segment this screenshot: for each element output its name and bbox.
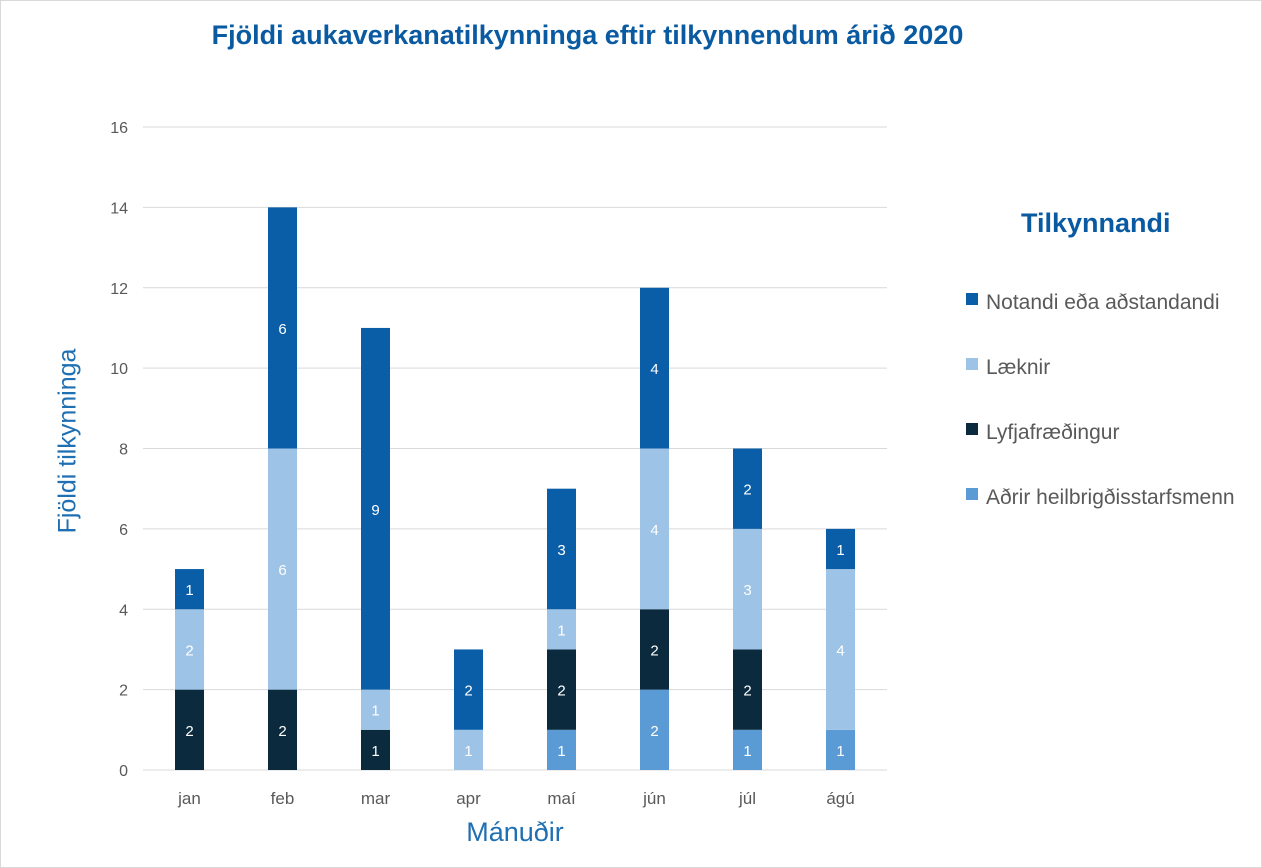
x-tick-label: mar (361, 789, 391, 808)
y-tick-label: 16 (110, 120, 128, 137)
bar-segment (361, 327, 390, 690)
data-label: 2 (278, 723, 286, 740)
y-tick-label: 12 (110, 281, 128, 298)
data-label: 1 (371, 703, 379, 720)
legend-label: Lyfjafræðingur (986, 421, 1120, 444)
data-label: 2 (743, 482, 751, 499)
y-tick-label: 8 (119, 442, 128, 459)
y-tick-label: 2 (119, 683, 128, 700)
bar-segment (454, 649, 483, 730)
data-label: 4 (836, 642, 844, 659)
data-label: 4 (650, 361, 658, 378)
data-label: 2 (743, 683, 751, 700)
bar-segment (175, 569, 204, 610)
data-label: 2 (185, 723, 193, 740)
data-label: 2 (464, 683, 472, 700)
data-label: 1 (836, 542, 844, 559)
data-label: 9 (371, 502, 379, 519)
data-label: 3 (743, 582, 751, 599)
bar-segment (547, 729, 576, 770)
y-tick-label: 14 (110, 200, 128, 217)
data-label: 1 (464, 743, 472, 760)
bar-segment (454, 729, 483, 770)
x-tick-label: feb (271, 789, 295, 808)
bar-segment (826, 729, 855, 770)
legend-label: Læknir (986, 356, 1051, 379)
bar-segment (547, 609, 576, 650)
data-label: 2 (557, 683, 565, 700)
x-tick-label: apr (456, 789, 481, 808)
legend-label: Notandi eða aðstandandi (986, 291, 1220, 314)
chart-title: Fjöldi aukaverkanatilkynninga eftir tilk… (211, 20, 964, 50)
legend-label: Aðrir heilbrigðisstarfsmenn (986, 486, 1235, 509)
legend-title: Tilkynnandi (1021, 208, 1171, 238)
bar-segment (640, 609, 669, 690)
legend-swatch (966, 293, 978, 305)
data-label: 6 (278, 321, 286, 338)
bar-segment (175, 689, 204, 770)
bar-segment (268, 448, 297, 690)
y-tick-label: 4 (119, 602, 128, 619)
bar-segment (640, 287, 669, 449)
bar-segment (733, 729, 762, 770)
x-axis-label: Mánuðir (466, 817, 564, 847)
data-label: 4 (650, 522, 658, 539)
bar-segment (733, 448, 762, 529)
bar-segment (268, 689, 297, 770)
legend-swatch (966, 488, 978, 500)
legend-swatch (966, 423, 978, 435)
y-tick-label: 10 (110, 361, 128, 378)
data-label: 1 (557, 743, 565, 760)
data-label: 3 (557, 542, 565, 559)
data-label: 2 (650, 642, 658, 659)
bar-segment (826, 569, 855, 730)
bar-segment (361, 689, 390, 730)
bar-segment (640, 689, 669, 770)
bar-segment (175, 609, 204, 690)
data-label: 1 (185, 582, 193, 599)
bar-segment (733, 649, 762, 730)
x-tick-label: jún (642, 789, 666, 808)
data-label: 1 (836, 743, 844, 760)
bar-segment (826, 528, 855, 570)
x-tick-label: ágú (826, 789, 854, 808)
y-tick-label: 6 (119, 522, 128, 539)
bar-segment (640, 448, 669, 610)
data-label: 2 (650, 723, 658, 740)
data-label: 1 (743, 743, 751, 760)
data-label: 1 (557, 622, 565, 639)
legend-swatch (966, 358, 978, 370)
bar-segment (733, 528, 762, 650)
data-label: 2 (185, 642, 193, 659)
bar-segment (361, 729, 390, 770)
x-tick-label: jan (177, 789, 201, 808)
bar-segment (268, 207, 297, 449)
x-tick-label: júl (738, 789, 756, 808)
bar-segment (547, 649, 576, 730)
data-label: 1 (371, 743, 379, 760)
bar-segment (547, 488, 576, 610)
y-tick-label: 0 (119, 763, 128, 780)
data-label: 6 (278, 562, 286, 579)
x-tick-label: maí (547, 789, 576, 808)
